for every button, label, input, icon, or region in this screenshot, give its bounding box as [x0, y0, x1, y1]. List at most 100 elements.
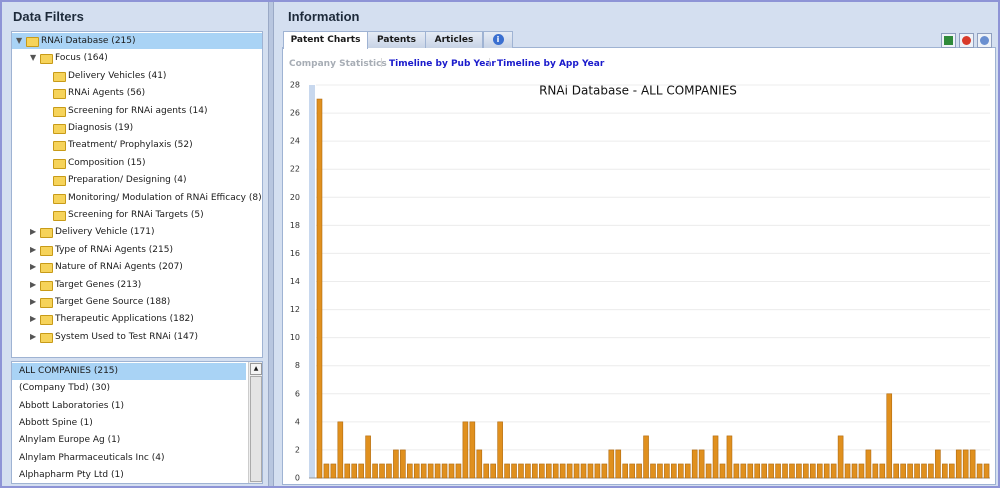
folder-icon [40, 298, 53, 308]
bar [914, 463, 920, 479]
bar [691, 449, 698, 479]
tree-node[interactable]: ▶ Nature of RNAi Agents (207) [12, 259, 262, 275]
tree-node[interactable]: Screening for RNAi Targets (5) [12, 207, 262, 223]
tree-node[interactable]: RNAi Agents (56) [12, 85, 262, 101]
node-label: Composition (15) [68, 157, 146, 168]
bar [434, 463, 441, 479]
panel-title: Information [288, 9, 360, 24]
export-button[interactable] [941, 33, 956, 48]
tree-node[interactable]: Treatment/ Prophylaxis (52) [12, 137, 262, 153]
close-button[interactable] [959, 33, 974, 48]
bar [580, 463, 587, 479]
bar [601, 463, 608, 479]
expand-arrow[interactable]: ▼ [30, 53, 37, 63]
tree-node[interactable]: ▼ Focus (164) [12, 50, 262, 66]
bar [782, 463, 788, 479]
bar [650, 463, 656, 479]
company-item[interactable]: Alnylam Pharmaceuticals Inc (4) [19, 452, 165, 463]
chart: RNAi Database - ALL COMPANIES 0246810121… [290, 81, 990, 483]
bar [768, 463, 774, 479]
tree-node[interactable]: ▶ Type of RNAi Agents (215) [12, 242, 262, 258]
bar [622, 463, 629, 479]
bar [677, 463, 684, 479]
expand-arrow[interactable]: ▶ [30, 297, 37, 306]
folder-icon [53, 71, 66, 82]
bar [532, 463, 538, 479]
y-tick-label: 2 [295, 445, 300, 454]
bar [525, 463, 531, 479]
info-tab[interactable]: i [483, 31, 513, 48]
y-tick-label: 10 [290, 333, 300, 342]
y-tick-label: 14 [290, 277, 300, 286]
y-tick-label: 16 [290, 249, 300, 258]
y-tick-label: 18 [290, 221, 300, 230]
expand-arrow[interactable]: ▶ [30, 244, 37, 254]
chart-link[interactable]: Timeline by Pub Year [389, 59, 496, 69]
y-tick-label: 20 [290, 193, 300, 202]
bar [552, 463, 559, 479]
y-axis-strip [309, 85, 315, 478]
expand-arrow[interactable]: ▶ [30, 314, 37, 324]
expand-arrow[interactable]: ▶ [30, 227, 37, 237]
help-button[interactable] [977, 33, 992, 48]
company-item[interactable]: ALL COMPANIES (215) [12, 363, 246, 380]
tree-node[interactable]: ▶ Delivery Vehicle (171) [12, 224, 262, 240]
folder-icon [53, 158, 66, 169]
chart-link[interactable]: Timeline by App Year [497, 59, 605, 69]
tree-node[interactable]: Composition (15) [12, 155, 262, 171]
expand-arrow[interactable]: ▶ [30, 331, 37, 341]
bar [483, 463, 490, 479]
bar [476, 449, 483, 479]
tab[interactable]: Patent Charts [283, 31, 368, 49]
tree-node[interactable]: Preparation/ Designing (4) [12, 172, 262, 188]
node-label: RNAi Agents (56) [68, 88, 146, 99]
company-item[interactable]: Abbott Spine (1) [19, 417, 93, 428]
tree-node[interactable]: ▶ Therapeutic Applications (182) [12, 311, 262, 327]
tab[interactable]: Patents [367, 31, 426, 48]
node-label: Monitoring/ Modulation of RNAi Efficacy … [68, 192, 262, 203]
scroll-thumb[interactable] [250, 376, 262, 482]
bar [803, 463, 809, 479]
scroll-up[interactable]: ▲ [250, 363, 262, 375]
company-item[interactable]: Abbott Laboratories (1) [19, 400, 125, 411]
bar [816, 463, 823, 479]
scrollbar[interactable]: ▲ [248, 362, 262, 483]
bar [754, 463, 761, 479]
tree-node[interactable]: Diagnosis (19) [12, 120, 262, 136]
node-label: RNAi Database (215) [41, 36, 136, 46]
expand-arrow[interactable]: ▶ [30, 279, 37, 289]
folder-icon [26, 37, 39, 47]
chart-link[interactable]: Company Statistics [289, 59, 387, 69]
tree-node[interactable]: ▼ RNAi Database (215) [12, 33, 262, 49]
y-tick-label: 4 [295, 417, 300, 426]
bar [316, 98, 323, 479]
bar [893, 463, 899, 479]
bar [851, 463, 858, 479]
bar [441, 463, 448, 479]
tree-node[interactable]: ▶ System Used to Test RNAi (147) [12, 329, 262, 345]
tree-node[interactable]: ▶ Target Gene Source (188) [12, 294, 262, 310]
company-item[interactable]: Alphapharm Pty Ltd (1) [19, 469, 124, 480]
bar [747, 463, 754, 479]
bar [490, 463, 496, 479]
y-tick-label: 8 [295, 361, 300, 370]
company-item[interactable]: (Company Tbd) (30) [19, 383, 110, 394]
bar [823, 463, 830, 479]
tab[interactable]: Articles [425, 31, 483, 48]
y-tick-label: 24 [290, 137, 300, 146]
folder-icon [53, 141, 66, 152]
chart-title: RNAi Database - ALL COMPANIES [539, 84, 737, 98]
expand-arrow[interactable]: ▶ [30, 262, 37, 272]
node-label: Screening for RNAi agents (14) [68, 105, 208, 116]
expand-arrow[interactable]: ▼ [16, 36, 23, 45]
company-item[interactable]: Alnylam Europe Ag (1) [19, 435, 121, 446]
bar [733, 463, 740, 479]
bar [844, 463, 851, 479]
tree-node[interactable]: Screening for RNAi agents (14) [12, 103, 262, 119]
node-label: Screening for RNAi Targets (5) [68, 210, 204, 220]
bar [448, 463, 455, 479]
splitter[interactable] [268, 2, 274, 486]
tree-node[interactable]: Monitoring/ Modulation of RNAi Efficacy … [12, 190, 262, 206]
tree-node[interactable]: Delivery Vehicles (41) [12, 68, 262, 84]
tree-node[interactable]: ▶ Target Genes (213) [12, 277, 262, 293]
